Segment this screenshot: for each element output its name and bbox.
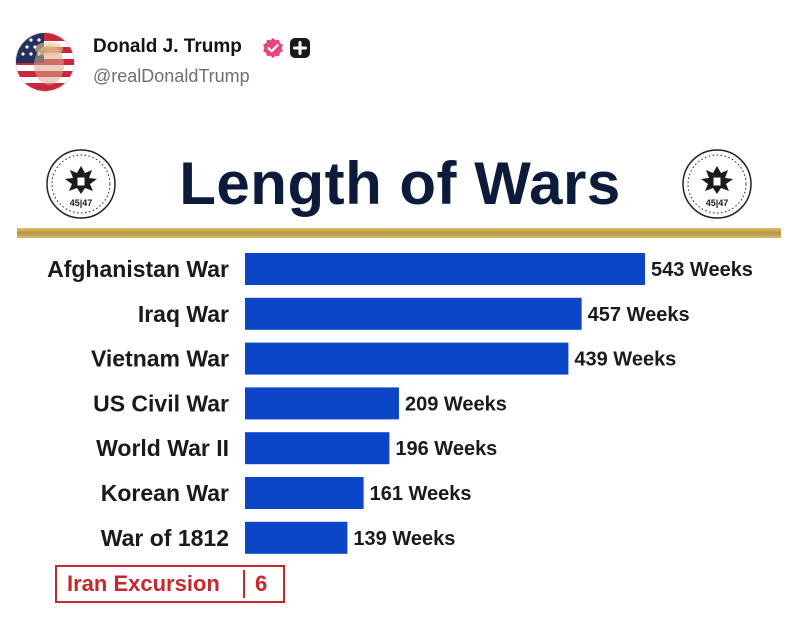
value-label: 161 Weeks bbox=[370, 483, 472, 505]
iran-excursion-callout: Iran Excursion 6 bbox=[55, 565, 285, 603]
bar bbox=[245, 432, 390, 465]
callout-separator bbox=[243, 570, 245, 598]
category-label: US Civil War bbox=[93, 390, 229, 416]
seal-text: 45|47 bbox=[706, 198, 729, 208]
chart-title: Length of Wars bbox=[179, 150, 621, 217]
value-label: 209 Weeks bbox=[405, 393, 507, 415]
chart-image: 45|47 Length of Wars 45|47 Afghanistan W… bbox=[15, 140, 785, 610]
bar bbox=[245, 477, 364, 509]
presidential-seal-icon: 45|47 bbox=[682, 149, 752, 219]
bar bbox=[245, 297, 582, 330]
category-label: World War II bbox=[96, 435, 229, 461]
bar bbox=[245, 387, 399, 420]
bar bbox=[245, 521, 348, 554]
callout-value: 6 bbox=[255, 571, 268, 596]
badges bbox=[262, 37, 311, 59]
avatar[interactable] bbox=[15, 32, 75, 92]
value-label: 139 Weeks bbox=[353, 528, 455, 550]
user-handle[interactable]: @realDonaldTrump bbox=[93, 66, 250, 86]
category-label: War of 1812 bbox=[101, 525, 229, 551]
callout-label: Iran Excursion bbox=[67, 571, 220, 596]
category-label: Afghanistan War bbox=[47, 256, 229, 282]
value-label: 543 Weeks bbox=[651, 259, 753, 281]
plus-badge-icon bbox=[290, 38, 310, 58]
category-label: Korean War bbox=[101, 480, 229, 506]
post-header: Donald J. Trump @realDonaldTrump bbox=[15, 30, 785, 92]
value-label: 439 Weeks bbox=[574, 349, 676, 371]
value-label: 196 Weeks bbox=[395, 438, 497, 460]
gold-divider bbox=[17, 228, 781, 238]
verified-badge-icon bbox=[263, 38, 283, 58]
flag-portrait-avatar-icon bbox=[16, 33, 74, 91]
author-name[interactable]: Donald J. Trump bbox=[93, 36, 242, 57]
seal-text: 45|47 bbox=[70, 198, 93, 208]
category-label: Iraq War bbox=[138, 301, 229, 327]
bar-chart: Afghanistan War 543 Weeks Iraq War 457 Week… bbox=[47, 253, 753, 554]
value-label: 457 Weeks bbox=[588, 304, 690, 326]
bar bbox=[245, 253, 645, 285]
bar bbox=[245, 342, 569, 375]
presidential-seal-icon: 45|47 bbox=[46, 149, 116, 219]
category-label: Vietnam War bbox=[91, 346, 229, 372]
